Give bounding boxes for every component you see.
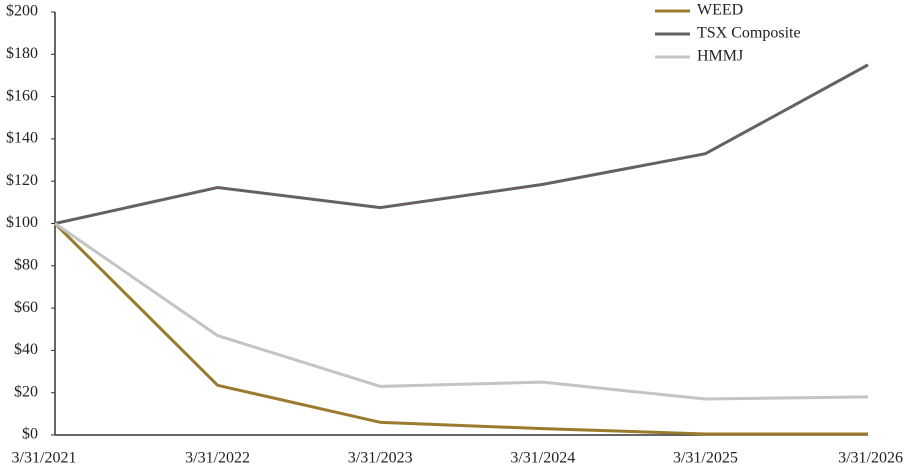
series-line (53, 222, 868, 436)
y-tick-label: $140 (6, 130, 38, 147)
x-tick-label: 3/31/2021 (12, 450, 77, 467)
x-tick-label: 3/31/2026 (838, 450, 903, 467)
series-line (54, 222, 869, 401)
y-tick-label: $60 (14, 299, 38, 316)
y-tick-label: $80 (14, 256, 38, 273)
x-tick-label: 3/31/2025 (673, 450, 738, 467)
y-tick-label: $120 (6, 172, 38, 189)
y-tick-label: $160 (6, 87, 38, 104)
y-tick-label: $100 (6, 214, 38, 231)
y-tick-label: $40 (14, 341, 38, 358)
legend-label: TSX Composite (697, 25, 801, 42)
series-line (54, 63, 869, 225)
y-tick-label: $180 (6, 45, 38, 62)
x-tick-label: 3/31/2023 (348, 450, 413, 467)
y-tick-label: $200 (6, 3, 38, 20)
x-tick-label: 3/31/2022 (185, 450, 250, 467)
x-tick-label: 3/31/2024 (510, 450, 575, 467)
y-tick-label: $20 (14, 383, 38, 400)
legend-label: WEED (697, 2, 743, 19)
y-tick-label: $0 (22, 426, 38, 443)
legend-label: HMMJ (697, 48, 743, 65)
